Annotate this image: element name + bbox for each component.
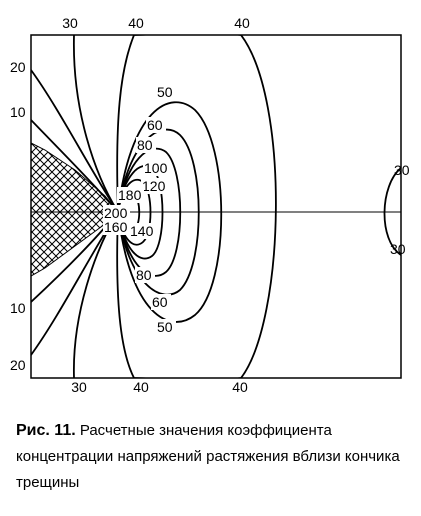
bottom-label: 40 [232,379,248,395]
contour-line [117,101,223,323]
left-label: 20 [10,59,26,75]
left-label: 10 [10,104,26,120]
contour-line [117,179,152,246]
contour-label: 100 [144,160,168,176]
contour-labels: 50 60 80 100 120 180 200 160 140 80 60 5… [103,84,176,335]
contour-line [383,167,401,256]
contour-label: 60 [147,117,163,133]
contour-label: 160 [104,219,128,235]
contour-label: 140 [130,223,154,239]
contour-plot: 30 40 40 30 40 40 20 10 10 20 30 30 50 6… [10,15,410,395]
top-label: 40 [234,15,250,31]
contour-label: 60 [152,294,168,310]
top-label: 30 [62,15,78,31]
caption-text: Расчетные значения коэффициента концентр… [16,422,400,491]
contour-label: 180 [118,187,142,203]
contour-line [117,165,164,260]
contour-label: 50 [157,319,173,335]
contour-line [240,35,277,378]
left-label: 10 [10,300,26,316]
bottom-label: 30 [71,379,87,395]
contour-label: 200 [104,205,128,221]
right-label: 30 [390,241,406,257]
bottom-label: 40 [133,379,149,395]
caption-label: Рис. 11. [16,422,76,439]
contour-label: 80 [137,137,153,153]
contour-label: 120 [142,178,166,194]
contour-label: 80 [136,267,152,283]
left-label: 20 [10,357,26,373]
contour-label: 50 [157,84,173,100]
stress-concentration-figure: 30 40 40 30 40 40 20 10 10 20 30 30 50 6… [10,15,410,395]
right-label: 30 [394,162,410,178]
figure-caption: Рис. 11. Расчетные значения коэффициента… [16,418,411,496]
top-label: 40 [128,15,144,31]
